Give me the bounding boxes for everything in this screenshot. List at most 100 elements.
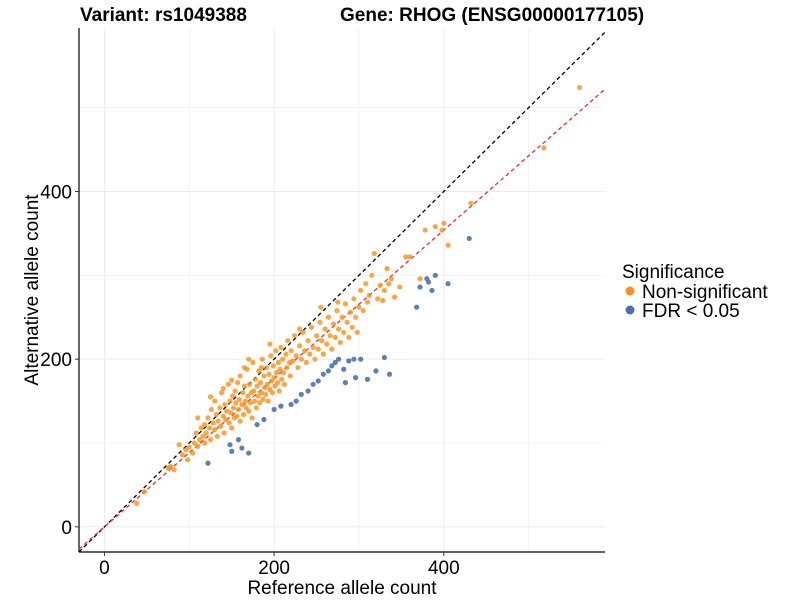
point-non-significant bbox=[386, 281, 392, 287]
point-non-significant bbox=[381, 287, 388, 294]
point-fdr bbox=[386, 371, 393, 377]
point-non-significant bbox=[237, 418, 243, 424]
point-non-significant bbox=[263, 364, 270, 371]
point-non-significant bbox=[207, 425, 213, 431]
point-non-significant bbox=[208, 406, 214, 413]
point-non-significant bbox=[324, 341, 330, 347]
point-non-significant bbox=[195, 443, 201, 449]
point-non-significant bbox=[303, 359, 309, 366]
point-non-significant bbox=[207, 394, 214, 400]
point-non-significant bbox=[226, 420, 232, 426]
point-fdr bbox=[325, 368, 332, 374]
point-non-significant bbox=[186, 444, 192, 450]
point-fdr bbox=[235, 437, 242, 443]
point-fdr bbox=[445, 281, 451, 287]
point-non-significant bbox=[371, 250, 377, 257]
point-non-significant bbox=[264, 381, 270, 387]
reference-line-identity bbox=[78, 31, 606, 553]
point-non-significant bbox=[280, 369, 287, 376]
point-non-significant bbox=[210, 420, 216, 426]
point-non-significant bbox=[218, 423, 224, 429]
point-non-significant bbox=[257, 380, 264, 386]
point-non-significant bbox=[363, 281, 369, 287]
point-non-significant bbox=[259, 356, 265, 362]
x-tick-label: 200 bbox=[258, 558, 290, 579]
point-fdr bbox=[332, 359, 338, 366]
point-non-significant bbox=[344, 319, 350, 325]
point-fdr bbox=[239, 445, 245, 451]
point-non-significant bbox=[268, 353, 274, 359]
point-non-significant bbox=[339, 314, 345, 320]
y-axis-title: Alternative allele count bbox=[22, 194, 43, 386]
point-fdr bbox=[351, 356, 357, 362]
point-non-significant bbox=[221, 430, 227, 436]
point-fdr bbox=[329, 363, 335, 369]
point-non-significant bbox=[201, 440, 208, 446]
point-non-significant bbox=[193, 430, 199, 436]
point-fdr bbox=[342, 380, 348, 386]
point-fdr bbox=[341, 366, 347, 372]
legend-swatch-non-significant bbox=[625, 286, 635, 296]
point-non-significant bbox=[280, 356, 286, 362]
point-fdr bbox=[381, 354, 388, 361]
point-non-significant bbox=[327, 333, 333, 339]
point-fdr bbox=[293, 398, 299, 404]
point-non-significant bbox=[165, 465, 171, 471]
point-non-significant bbox=[228, 410, 234, 416]
point-non-significant bbox=[279, 376, 285, 382]
axes bbox=[75, 28, 605, 556]
point-non-significant bbox=[342, 301, 348, 307]
tick-labels: 0 200 400 0 200 400 bbox=[40, 182, 459, 579]
point-non-significant bbox=[356, 304, 362, 310]
point-fdr bbox=[310, 381, 316, 387]
point-non-significant bbox=[329, 346, 335, 352]
point-non-significant bbox=[337, 339, 343, 345]
chart-title-variant: Variant: rs1049388 bbox=[80, 5, 247, 26]
point-non-significant bbox=[176, 442, 182, 448]
point-non-significant bbox=[384, 266, 390, 272]
point-non-significant bbox=[235, 406, 242, 413]
point-non-significant bbox=[232, 388, 238, 394]
point-non-significant bbox=[230, 405, 237, 411]
point-non-significant bbox=[179, 452, 186, 458]
point-non-significant bbox=[236, 396, 242, 403]
point-non-significant bbox=[241, 364, 248, 371]
point-non-significant bbox=[195, 415, 201, 421]
point-non-significant bbox=[322, 326, 328, 332]
reference-lines bbox=[78, 31, 606, 553]
point-fdr bbox=[432, 272, 438, 278]
chart-title-gene: Gene: RHOG (ENSG00000177105) bbox=[340, 5, 644, 26]
grid-lines bbox=[79, 28, 605, 552]
point-non-significant bbox=[441, 220, 447, 226]
legend-label-non-significant: Non-significant bbox=[642, 282, 768, 303]
point-non-significant bbox=[351, 296, 357, 302]
point-non-significant bbox=[258, 390, 265, 396]
point-non-significant bbox=[217, 405, 223, 411]
point-non-significant bbox=[234, 413, 240, 419]
point-non-significant bbox=[250, 359, 256, 366]
point-non-significant bbox=[198, 425, 204, 431]
point-non-significant bbox=[335, 299, 341, 305]
point-fdr bbox=[246, 450, 252, 456]
point-fdr bbox=[271, 406, 277, 413]
point-non-significant bbox=[300, 329, 306, 335]
point-non-significant bbox=[341, 329, 347, 335]
point-fdr bbox=[346, 358, 352, 364]
point-non-significant bbox=[257, 400, 263, 406]
point-fdr bbox=[466, 235, 472, 242]
point-non-significant bbox=[358, 287, 364, 294]
point-non-significant bbox=[201, 421, 208, 428]
point-non-significant bbox=[191, 440, 197, 446]
data-points bbox=[134, 84, 583, 506]
point-non-significant bbox=[241, 383, 248, 389]
point-non-significant bbox=[334, 307, 340, 314]
point-non-significant bbox=[203, 430, 209, 436]
point-non-significant bbox=[290, 358, 296, 364]
point-non-significant bbox=[417, 276, 423, 282]
point-fdr bbox=[298, 391, 304, 397]
point-fdr bbox=[261, 416, 267, 423]
point-non-significant bbox=[364, 299, 371, 305]
point-non-significant bbox=[352, 314, 359, 320]
point-non-significant bbox=[214, 433, 220, 439]
point-non-significant bbox=[246, 356, 252, 362]
